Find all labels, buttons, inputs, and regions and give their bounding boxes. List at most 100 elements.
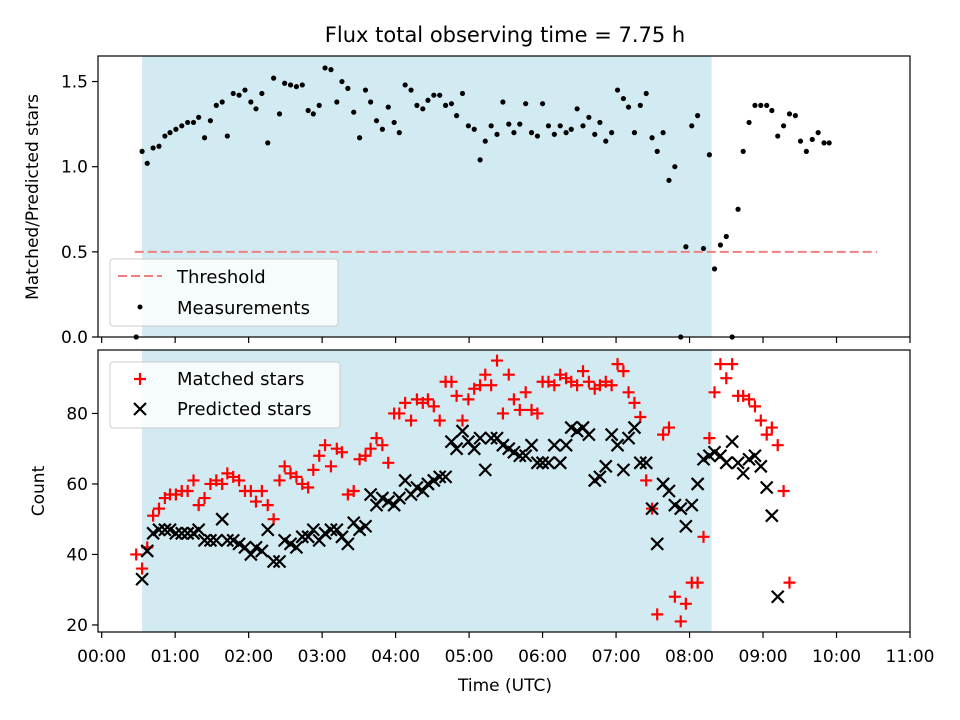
predicted-star-point (220, 533, 235, 548)
matched-star-point (136, 562, 149, 575)
measurement-point (700, 245, 707, 252)
predicted-star-point (191, 522, 206, 537)
measurement-point (689, 123, 695, 129)
measurement-point (758, 102, 764, 108)
top-legend: Threshold Measurements (109, 258, 339, 327)
predicted-star-point (174, 526, 189, 541)
matched-star-point (462, 393, 475, 406)
measurement-point (809, 136, 815, 143)
predicted-star-point (266, 554, 281, 569)
measurement-point (557, 123, 563, 129)
predicted-star-point (260, 522, 275, 537)
bottom-points-layer (130, 354, 796, 628)
top-y-tick-label: 0.0 (61, 328, 88, 348)
predicted-star-point (484, 431, 498, 445)
legend-measurements-swatch (137, 304, 143, 310)
predicted-star-point (455, 424, 470, 438)
predicted-star-point (513, 448, 527, 463)
x-tick-label: 00:00 (77, 647, 126, 667)
predicted-star-point (582, 427, 596, 442)
predicted-star-point (203, 533, 218, 548)
predicted-star-point (541, 456, 556, 470)
predicted-star-point (467, 441, 482, 456)
measurement-point (373, 118, 380, 124)
matched-star-point (261, 499, 274, 512)
measurement-point (625, 104, 632, 110)
x-tick-label: 10:00 (812, 647, 861, 667)
measurement-point (173, 126, 179, 132)
top-y-axis-label: Matched/Predicted stars (23, 94, 43, 300)
measurement-point (695, 113, 701, 119)
predicted-star-point (547, 438, 562, 452)
matched-star-point (496, 407, 509, 420)
matched-star-point (548, 379, 561, 392)
predicted-star-point (754, 459, 768, 474)
top-legend-box (109, 258, 339, 327)
measurement-point (162, 133, 168, 139)
matched-star-point (783, 576, 796, 589)
measurement-point (597, 119, 603, 126)
measurement-point (786, 111, 793, 117)
matched-star-point (198, 492, 211, 505)
predicted-star-point (244, 547, 258, 562)
measurement-point (190, 119, 197, 126)
measurement-point (580, 123, 586, 129)
x-tick-label: 01:00 (151, 647, 200, 667)
predicted-star-point (770, 589, 785, 604)
matched-star-point (427, 400, 440, 413)
measurement-point (368, 99, 374, 105)
measurement-point (592, 131, 598, 137)
matched-star-point (181, 485, 194, 497)
matched-star-point (743, 393, 756, 406)
predicted-star-point (690, 477, 705, 491)
measurement-point (517, 121, 523, 127)
top-ticks-layer: 0.0 0.5 1.0 1.5 (61, 73, 911, 348)
measurement-point (459, 90, 466, 97)
measurement-point (769, 107, 775, 114)
predicted-star-point (645, 501, 659, 516)
measurement-point (431, 92, 437, 98)
predicted-star-point (289, 540, 304, 555)
predicted-star-point (444, 434, 459, 449)
measurement-point (293, 84, 300, 90)
measurement-point (826, 140, 832, 146)
predicted-star-point (197, 533, 212, 548)
measurement-point (488, 123, 494, 129)
matched-star-point (267, 513, 280, 526)
measurement-point (414, 102, 420, 108)
matched-star-point (147, 509, 160, 522)
matched-star-point (703, 432, 716, 445)
measurement-point (815, 130, 821, 136)
predicted-star-point (330, 522, 344, 537)
predicted-star-point (215, 512, 229, 526)
predicted-star-point (473, 431, 487, 445)
predicted-star-point (530, 456, 545, 470)
matched-star-point (765, 421, 778, 434)
matched-star-point (278, 460, 291, 473)
predicted-star-point (731, 456, 745, 470)
measurement-point (603, 138, 609, 144)
legend-predicted-label: Predicted stars (177, 399, 311, 420)
measurement-point (420, 106, 426, 112)
matched-star-point (668, 590, 681, 603)
matched-star-point (708, 386, 721, 399)
matched-star-point (324, 460, 337, 473)
measurement-point (185, 119, 191, 126)
measurement-point (683, 244, 689, 250)
predicted-star-point (209, 533, 224, 548)
measurement-point (545, 123, 552, 129)
top-y-tick-label: 0.5 (61, 243, 88, 263)
measurement-point (287, 82, 294, 88)
matched-star-point (216, 477, 229, 490)
predicted-star-point (621, 431, 636, 445)
matched-star-point (456, 414, 469, 427)
matched-star-point (674, 615, 687, 628)
measurement-point (586, 114, 592, 120)
predicted-star-point (765, 508, 779, 523)
matched-star-point (611, 358, 624, 371)
predicted-star-point (416, 484, 430, 498)
measurement-point (425, 97, 431, 103)
predicted-star-point (478, 463, 493, 477)
matched-star-point (290, 470, 303, 483)
predicted-star-point (684, 498, 699, 512)
